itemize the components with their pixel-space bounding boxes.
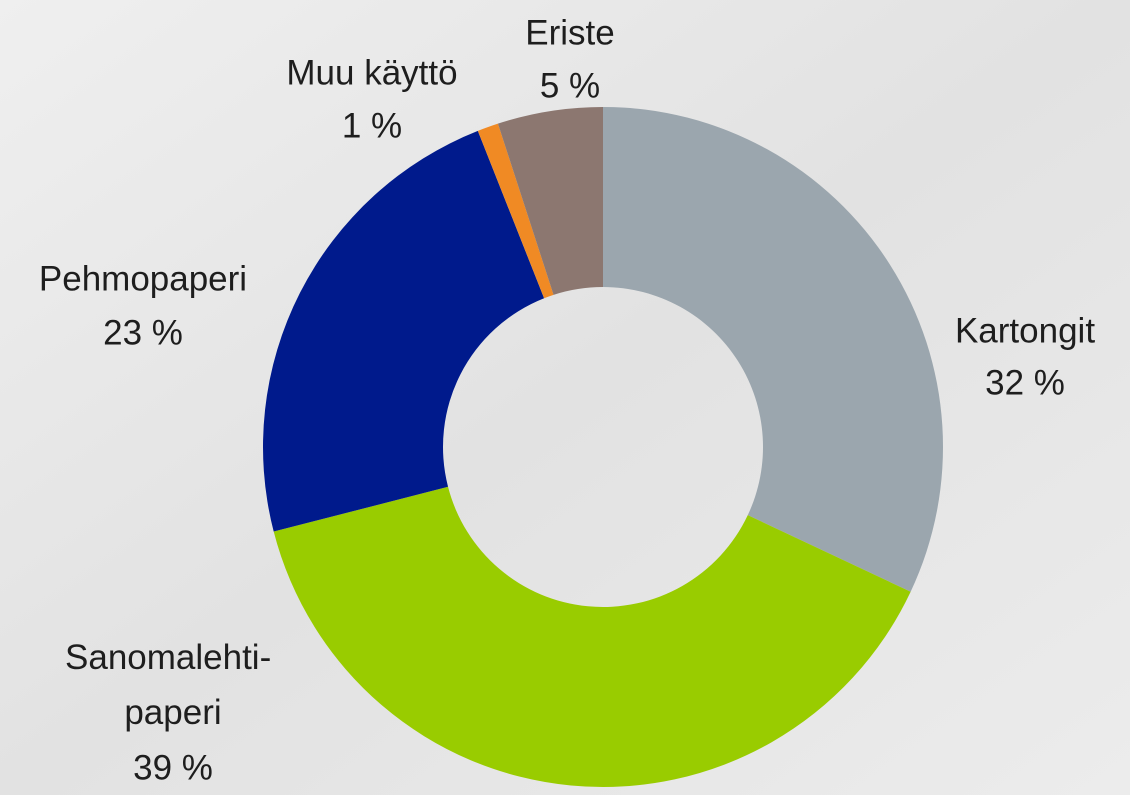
slice-label: Sanomalehti- paperi (65, 638, 281, 732)
donut-slice (477, 123, 554, 299)
value-label: 23 % (103, 313, 183, 352)
slice-label: Pehmopaperi (39, 259, 247, 298)
slice-label: Eriste (525, 13, 614, 52)
value-label: 39 % (133, 748, 213, 787)
donut-slice (263, 130, 545, 532)
value-label: 32 % (985, 363, 1065, 402)
donut-slice (497, 107, 603, 295)
value-label: 5 % (540, 66, 600, 105)
slice-label: Kartongit (955, 311, 1095, 350)
slice-label: Muu käyttö (286, 53, 457, 92)
donut-slice (273, 486, 911, 787)
value-label: 1 % (342, 106, 402, 145)
donut-slice (603, 107, 943, 592)
